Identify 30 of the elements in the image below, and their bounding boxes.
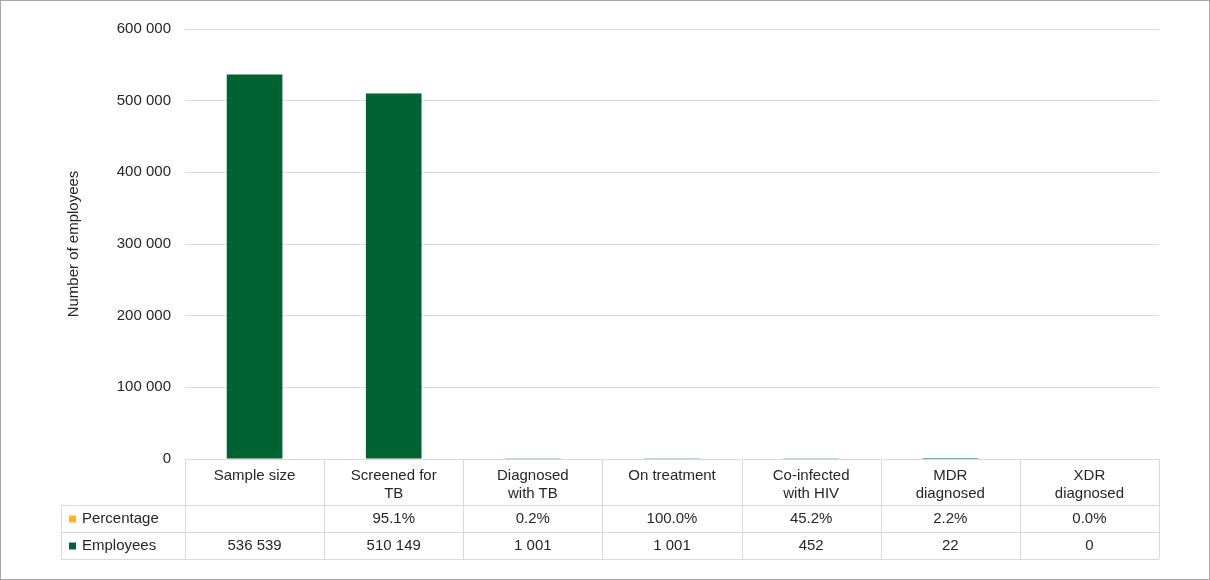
data-label: 2.2% xyxy=(933,508,968,526)
y-tick-label: 400 000 xyxy=(116,162,171,180)
data-label: 1 001 xyxy=(514,535,552,553)
data-label: 0 xyxy=(1085,535,1094,553)
legend-label: Employees xyxy=(82,535,157,553)
y-tick-label: 300 000 xyxy=(116,234,171,252)
y-tick-label: 0 xyxy=(162,449,171,467)
y-tick-label: 200 000 xyxy=(116,305,171,323)
data-label: 510 149 xyxy=(366,535,421,553)
data-label: 22 xyxy=(941,535,959,553)
y-tick-label: 100 000 xyxy=(116,377,171,395)
data-label: 0.2% xyxy=(515,508,550,526)
x-tick-label: Screened for TB xyxy=(350,466,437,502)
x-tick-label: On treatment xyxy=(628,466,717,484)
data-label: 45.2% xyxy=(789,508,833,526)
legend-label: Percentage xyxy=(82,508,159,526)
y-tick-label: 600 000 xyxy=(116,19,171,37)
x-tick-label: XDR diagnosed xyxy=(1054,466,1125,502)
x-tick-label: Diagnosed with TB xyxy=(497,466,569,502)
data-label: 95.1% xyxy=(372,508,415,526)
x-tick-label: Sample size xyxy=(213,466,296,484)
data-label: 100.0% xyxy=(646,508,698,526)
y-axis-title: Number of employees xyxy=(64,170,82,318)
y-tick-label: 500 000 xyxy=(116,90,171,108)
data-label: 536 539 xyxy=(227,535,282,553)
data-label: 0.0% xyxy=(1072,508,1107,526)
x-tick-label: MDR diagnosed xyxy=(915,466,985,502)
data-label: 452 xyxy=(798,535,824,553)
x-tick-label: Co-infected with HIV xyxy=(772,466,850,502)
data-label: 1 001 xyxy=(653,535,691,553)
